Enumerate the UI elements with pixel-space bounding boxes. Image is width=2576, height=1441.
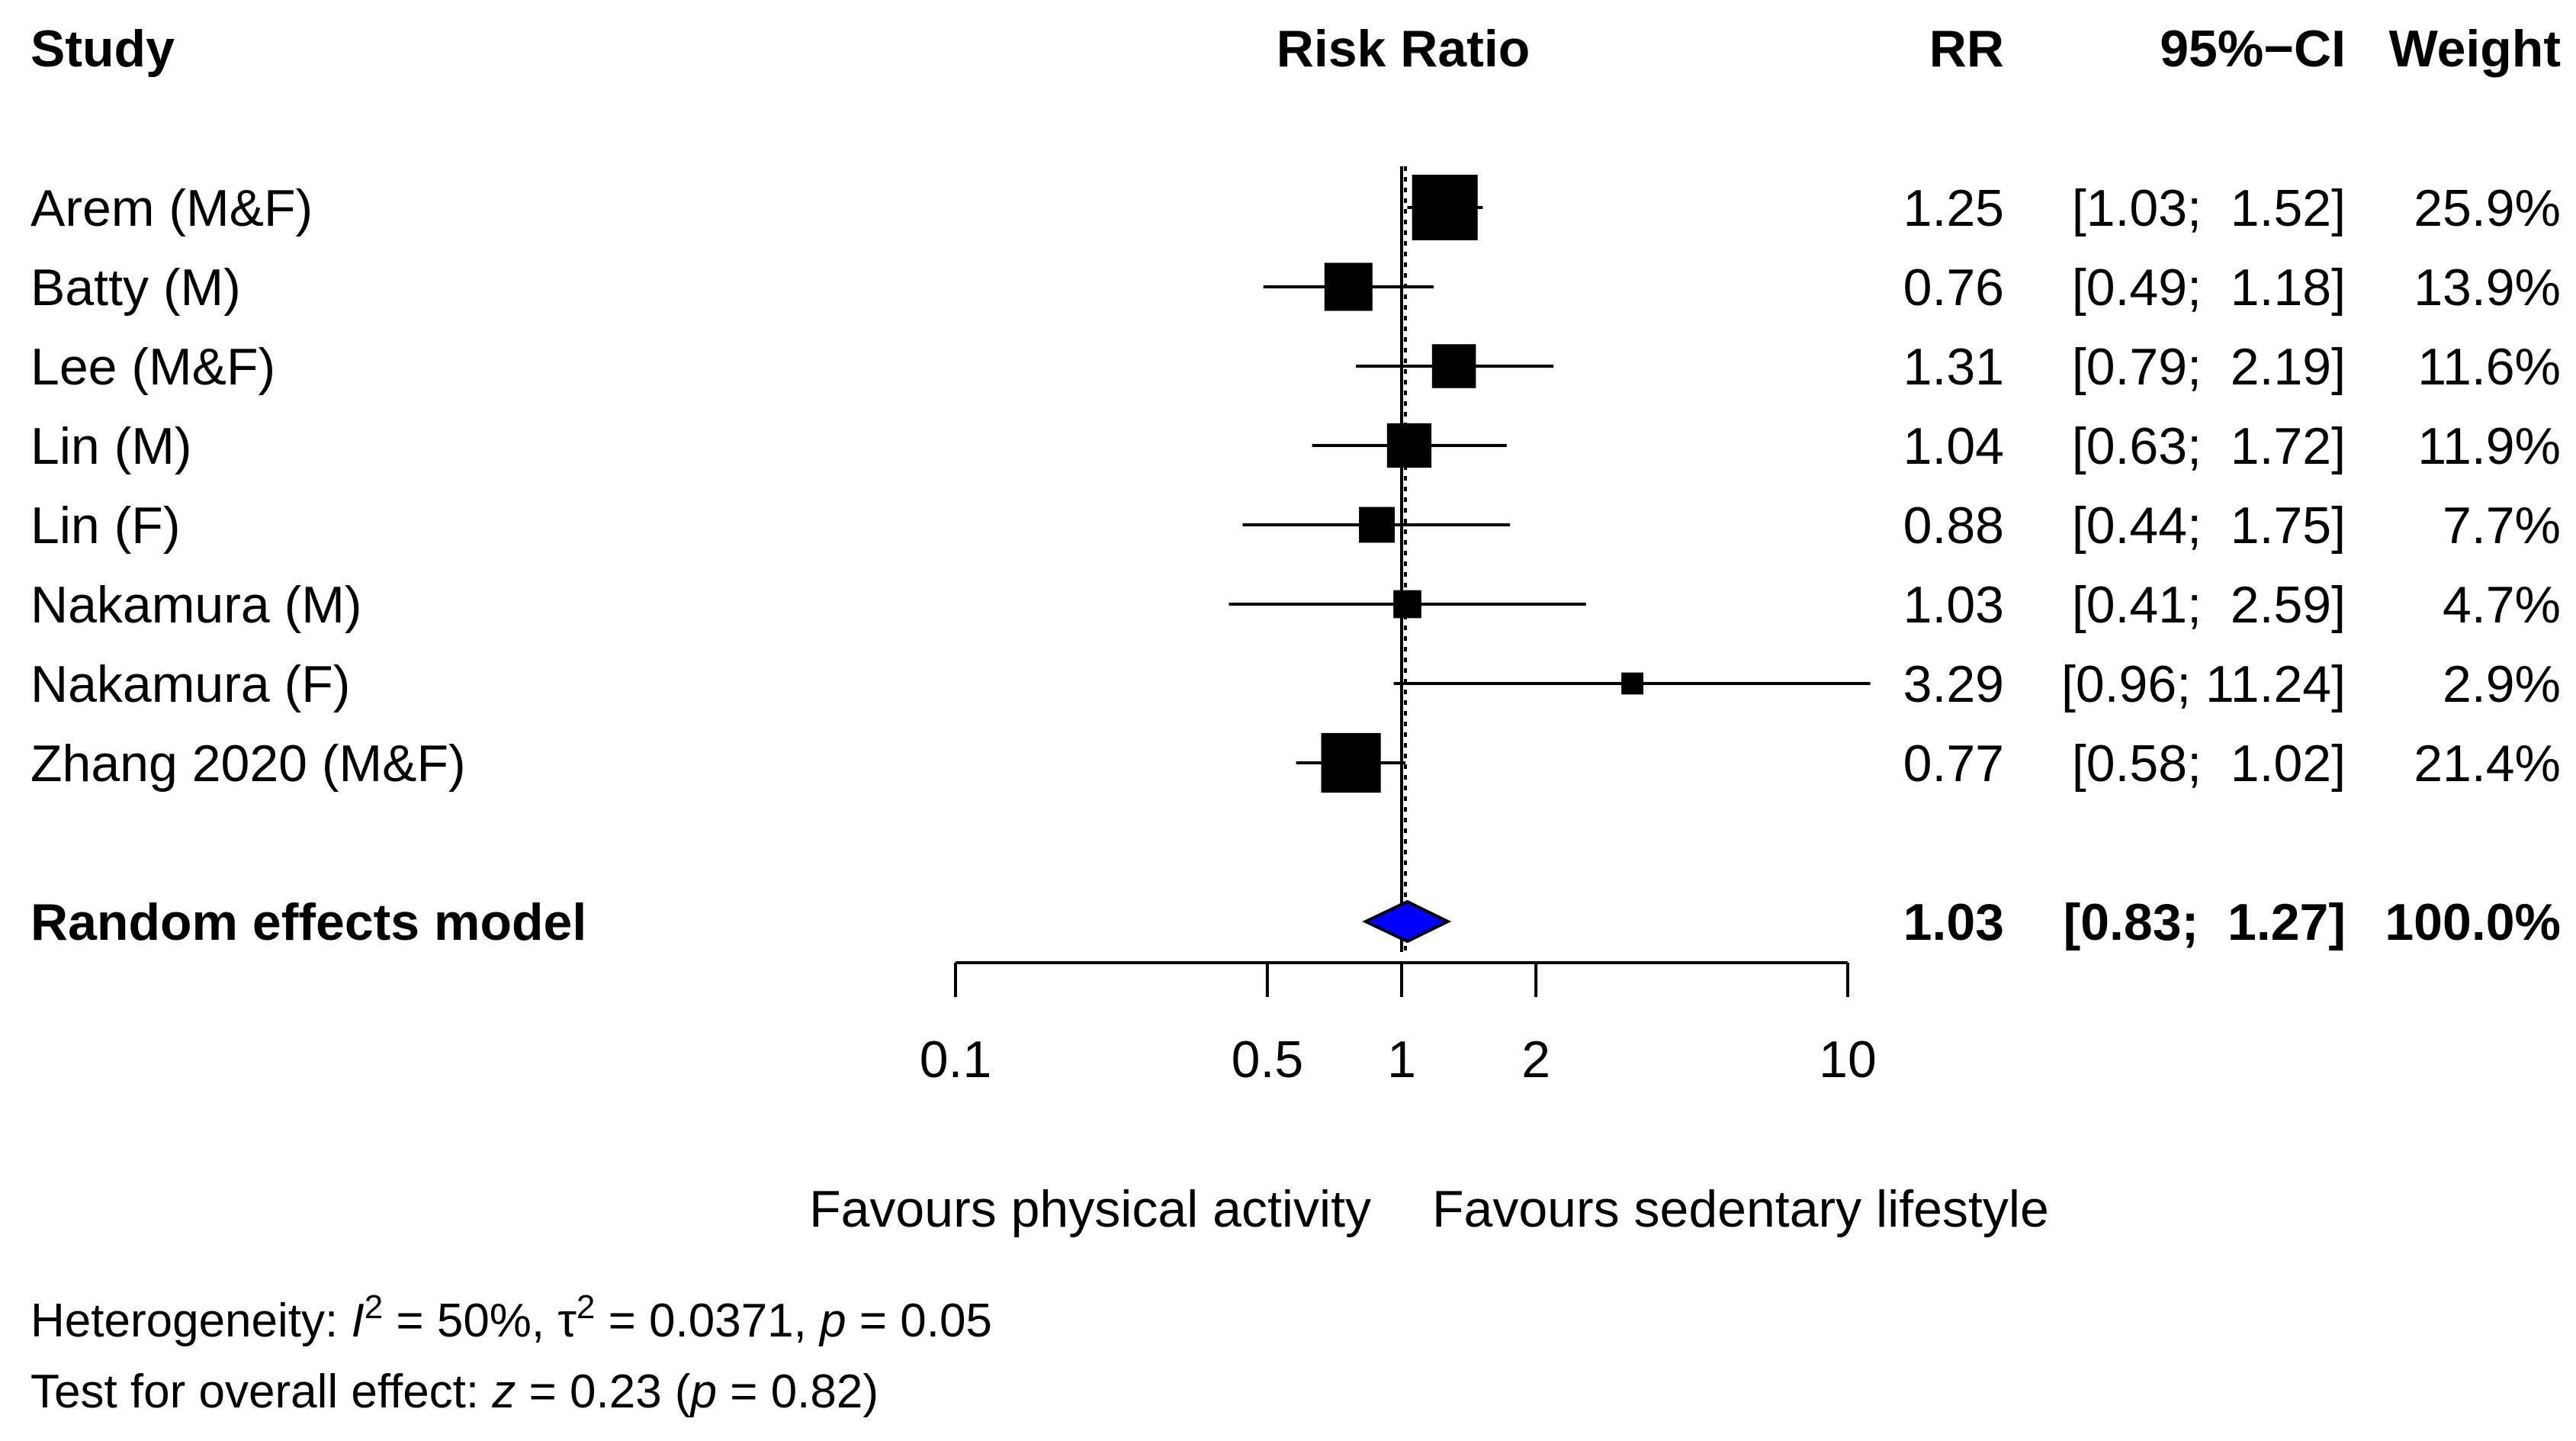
study-row: Arem (M&F) 1.25 [1.03; 1.52] 25.9% [31,175,2561,240]
study-rr: 3.29 [1903,655,2004,713]
study-rr: 1.04 [1903,417,2004,475]
summary-label: Random effects model [31,893,586,951]
study-name: Batty (M) [31,259,241,317]
point-estimate-square [1412,175,1478,240]
study-ci: [0.63; 1.72] [2072,417,2346,475]
header-risk-ratio: Risk Ratio [1277,20,1531,78]
study-name: Nakamura (M) [31,576,362,634]
study-name: Zhang 2020 (M&F) [31,735,466,793]
study-rows: Arem (M&F) 1.25 [1.03; 1.52] 25.9% Batty (M)… [31,175,2561,793]
study-row: Lin (M) 1.04 [0.63; 1.72] 11.9% [31,417,2561,475]
i2-value: = 50%, [383,1295,557,1347]
x-tick-label: 2 [1521,1031,1550,1089]
heterogeneity-p-value: = 0.05 [846,1295,992,1347]
overall-p-symbol: p [689,1365,717,1418]
point-estimate-square [1324,262,1373,311]
study-name: Nakamura (F) [31,655,350,713]
study-ci: [0.96; 11.24] [2061,655,2346,713]
overall-effect-note: Test for overall effect: z = 0.23 (p = 0… [31,1365,878,1418]
favours-left-label: Favours physical activity [809,1180,1371,1238]
x-axis-ticks: 0.1 0.5 1 2 10 [920,963,1877,1089]
study-row: Nakamura (F) 3.29 [0.96; 11.24] 2.9% [31,655,2561,713]
study-ci: [0.41; 2.59] [2072,576,2346,634]
heterogeneity-note: Heterogeneity: I2 = 50%, τ2 = 0.0371, p … [31,1288,992,1347]
study-name: Lin (F) [31,497,180,555]
summary-diamond [1362,899,1452,944]
header-rr: RR [1929,20,2004,78]
tau2-value: = 0.0371, [595,1295,820,1347]
study-name: Lin (M) [31,417,192,475]
i2-symbol: I [351,1295,364,1347]
study-rr: 1.03 [1903,576,2004,634]
study-row: Batty (M) 0.76 [0.49; 1.18] 13.9% [31,259,2561,317]
study-rr: 0.77 [1903,735,2004,793]
header-ci: 95%−CI [2160,20,2346,78]
x-tick-label: 10 [1819,1031,1877,1089]
header-weight: Weight [2389,20,2561,78]
study-row: Nakamura (M) 1.03 [0.41; 2.59] 4.7% [31,576,2561,634]
study-weight: 25.9% [2414,179,2561,237]
study-ci: [1.03; 1.52] [2072,179,2346,237]
z-symbol: z [491,1365,516,1418]
study-weight: 11.6% [2417,338,2561,396]
study-ci: [0.58; 1.02] [2072,735,2346,793]
summary-rr: 1.03 [1903,893,2004,951]
study-weight: 2.9% [2443,655,2561,713]
study-row: Lin (F) 0.88 [0.44; 1.75] 7.7% [31,497,2561,555]
study-rr: 0.76 [1903,259,2004,317]
point-estimate-square [1431,344,1476,388]
study-row: Lee (M&F) 1.31 [0.79; 2.19] 11.6% [31,338,2561,396]
tau2-superscript: 2 [577,1288,595,1326]
study-ci: [0.79; 2.19] [2072,338,2346,396]
point-estimate-square [1386,423,1432,468]
study-rr: 0.88 [1903,497,2004,555]
study-ci: [0.44; 1.75] [2072,497,2346,555]
x-tick-label: 0.5 [1232,1031,1304,1089]
tau2-symbol: τ [557,1295,577,1347]
z-value: = 0.23 ( [516,1365,691,1418]
favours-right-label: Favours sedentary lifestyle [1432,1180,2049,1238]
header-study: Study [31,20,175,78]
study-name: Lee (M&F) [31,338,275,396]
summary-weight: 100.0% [2385,893,2561,951]
point-estimate-square [1359,507,1395,543]
study-rr: 1.25 [1903,179,2004,237]
study-rr: 1.31 [1903,338,2004,396]
point-estimate-square [1621,672,1643,695]
summary-ci: [0.83; 1.27] [2064,893,2346,951]
heterogeneity-p-symbol: p [818,1295,846,1347]
study-row: Zhang 2020 (M&F) 0.77 [0.58; 1.02] 21.4% [31,732,2561,793]
study-weight: 11.9% [2417,417,2561,475]
heterogeneity-prefix: Heterogeneity: [31,1295,351,1347]
i2-superscript: 2 [365,1288,383,1326]
study-weight: 13.9% [2414,259,2561,317]
study-weight: 4.7% [2443,576,2561,634]
point-estimate-square [1393,590,1421,619]
study-weight: 7.7% [2443,497,2561,555]
x-tick-label: 0.1 [920,1031,992,1089]
study-name: Arem (M&F) [31,179,313,237]
study-ci: [0.49; 1.18] [2072,259,2346,317]
overall-p-value: = 0.82) [717,1365,878,1418]
study-weight: 21.4% [2414,735,2561,793]
overall-effect-prefix: Test for overall effect: [31,1365,492,1418]
x-tick-label: 1 [1387,1031,1416,1089]
point-estimate-square [1321,732,1381,793]
